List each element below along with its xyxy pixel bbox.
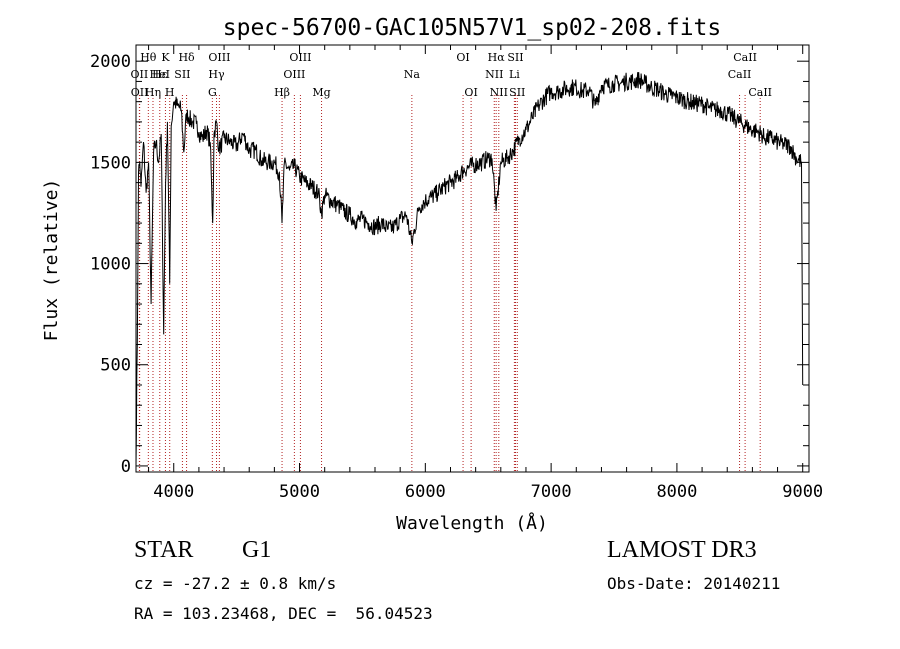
line-label: Hε xyxy=(152,68,168,81)
line-label: Hβ xyxy=(274,86,290,99)
y-tick-label: 0 xyxy=(121,457,131,477)
x-axis-label: Wavelength (Å) xyxy=(396,512,548,534)
axis-ticks: 4000 5000 6000 7000 8000 9000 0 500 1000 1500 2000 xyxy=(90,45,823,502)
obs-date: Obs-Date: 20140211 xyxy=(607,574,781,593)
x-tick-label: 6000 xyxy=(405,482,446,502)
line-label: NII xyxy=(485,68,503,81)
emission-line-markers xyxy=(138,95,761,472)
line-label: Hα xyxy=(488,51,506,64)
line-label: CaII xyxy=(748,86,772,99)
chart-title: spec-56700-GAC105N57V1_sp02-208.fits xyxy=(223,15,722,41)
line-label: OIII xyxy=(208,51,230,64)
plot-frame xyxy=(135,44,810,473)
object-subclass: G1 xyxy=(242,537,272,563)
line-label: OII xyxy=(131,68,149,81)
line-label: G xyxy=(208,86,217,99)
x-tick-label: 4000 xyxy=(153,482,194,502)
line-label: Hθ xyxy=(140,51,157,64)
line-label: SII xyxy=(507,51,523,64)
line-label: H xyxy=(165,86,175,99)
line-label: Mg xyxy=(312,86,330,99)
line-label: NII xyxy=(490,86,508,99)
y-tick-label: 1000 xyxy=(90,255,131,275)
x-tick-label: 8000 xyxy=(656,482,697,502)
redshift-cz: cz = -27.2 ± 0.8 km/s xyxy=(134,574,337,593)
coordinates: RA = 103.23468, DEC = 56.04523 xyxy=(134,604,433,623)
x-tick-label: 9000 xyxy=(782,482,823,502)
line-label: CaII xyxy=(733,51,757,64)
survey-name: LAMOST DR3 xyxy=(607,537,757,563)
x-tick-label: 5000 xyxy=(279,482,320,502)
y-tick-label: 500 xyxy=(100,356,131,376)
x-tick-label: 7000 xyxy=(531,482,572,502)
flux-series xyxy=(135,72,804,466)
line-label: Li xyxy=(509,68,520,81)
line-label: OI xyxy=(456,51,469,64)
line-label: OII xyxy=(131,86,149,99)
line-label: Hη xyxy=(145,86,161,99)
y-tick-label: 2000 xyxy=(90,52,131,72)
line-label: Na xyxy=(404,68,421,81)
line-label: HeI xyxy=(150,68,170,81)
line-label: OIII xyxy=(289,51,311,64)
line-label: Hγ xyxy=(208,68,225,81)
y-tick-label: 1500 xyxy=(90,153,131,173)
line-label: OI xyxy=(464,86,477,99)
line-label: K xyxy=(161,51,170,64)
line-label: Hδ xyxy=(178,51,195,64)
line-label: CaII xyxy=(728,68,752,81)
line-label: SII xyxy=(509,86,525,99)
y-axis-label: Flux (relative) xyxy=(41,179,62,342)
flux-line xyxy=(135,72,804,466)
line-label: OIII xyxy=(283,68,305,81)
line-label: SII xyxy=(174,68,190,81)
object-class: STAR xyxy=(134,537,194,563)
